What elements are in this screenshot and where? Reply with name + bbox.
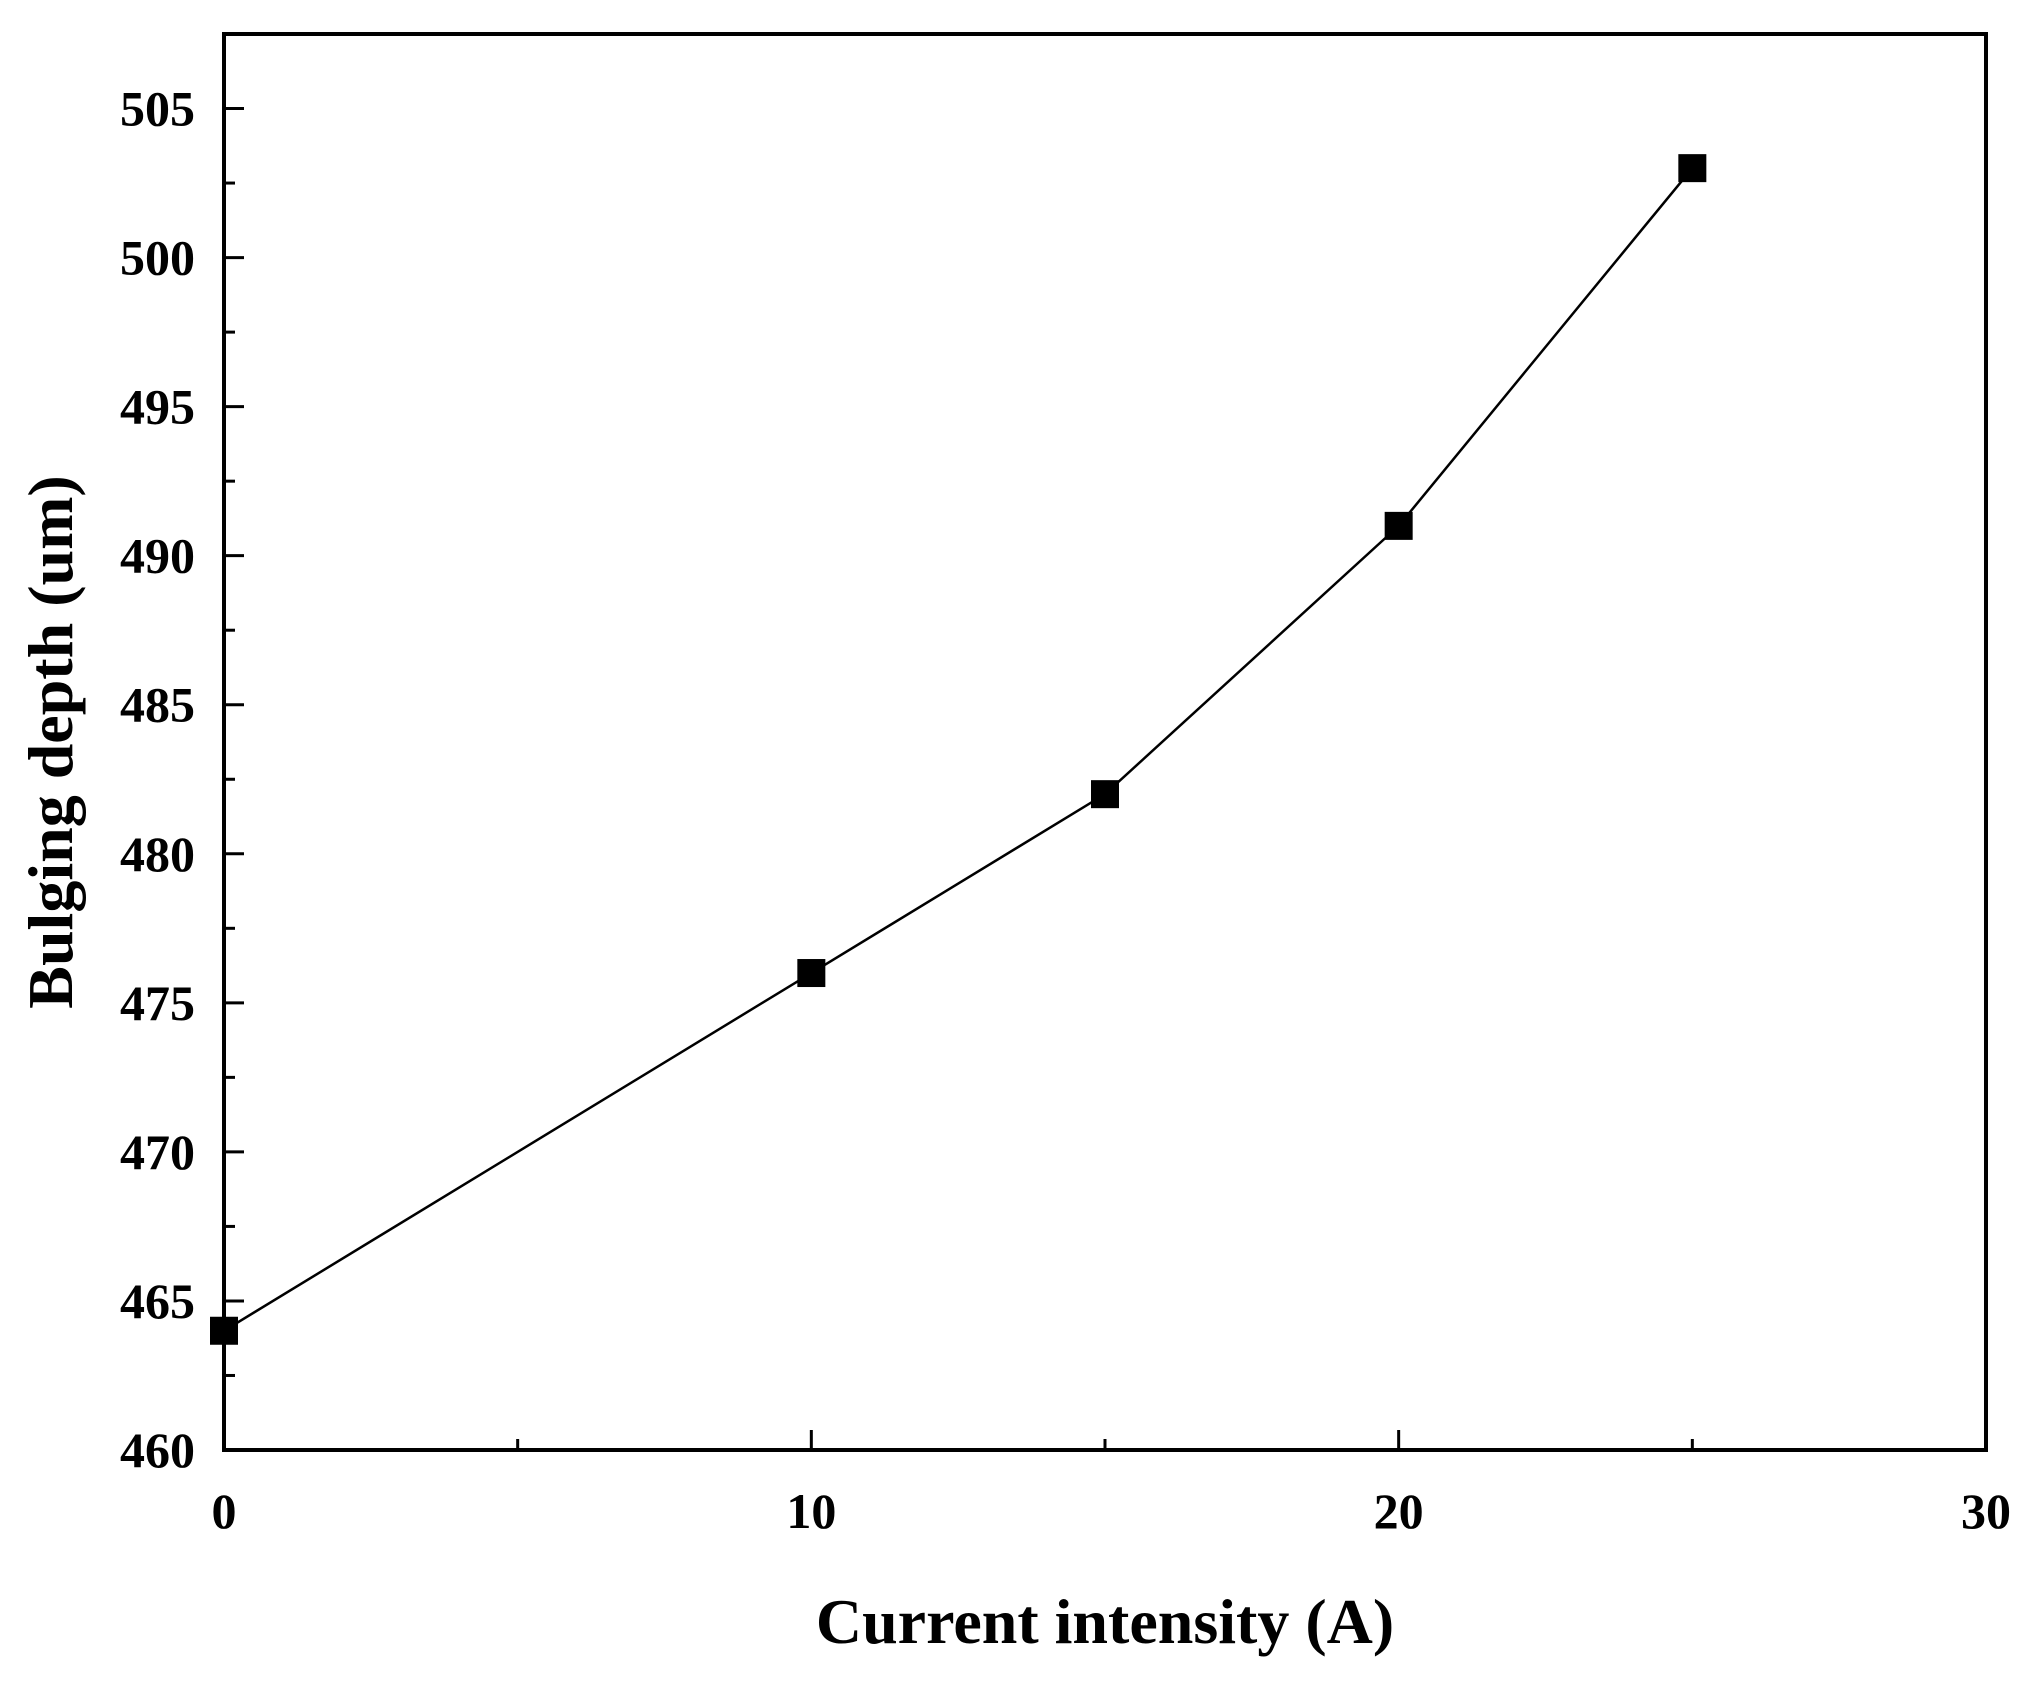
series-line (223, 167, 1694, 1332)
data-point-marker (797, 959, 826, 988)
y-tick-label: 465 (120, 1273, 195, 1329)
y-tick-label: 500 (120, 230, 195, 286)
y-tick-label: 470 (120, 1124, 195, 1180)
x-tick-label: 0 (212, 1483, 237, 1539)
y-tick-label: 495 (120, 379, 195, 435)
y-tick-label: 460 (120, 1422, 195, 1478)
series-layer (210, 154, 1707, 1345)
axis-ticks (222, 107, 1988, 1452)
x-axis-title: Current intensity (A) (816, 1586, 1394, 1657)
y-axis-title: Bulging depth (um) (15, 475, 86, 1008)
data-point-marker (1091, 780, 1119, 809)
x-tick-label: 20 (1374, 1483, 1424, 1539)
y-tick-label: 505 (120, 81, 195, 137)
data-point-marker (1678, 154, 1707, 183)
plot-frame (222, 32, 1988, 1452)
y-tick-label: 475 (120, 975, 195, 1031)
tick-labels: 0 10 20 30 460 465 470 475 480 485 490 495 500 505 (120, 81, 2011, 1539)
y-tick-label: 485 (120, 677, 195, 733)
x-tick-label: 30 (1961, 1483, 2011, 1539)
y-tick-label: 490 (120, 528, 195, 584)
x-tick-label: 10 (786, 1483, 836, 1539)
data-point-marker (1384, 511, 1413, 540)
y-tick-label: 480 (120, 826, 195, 882)
